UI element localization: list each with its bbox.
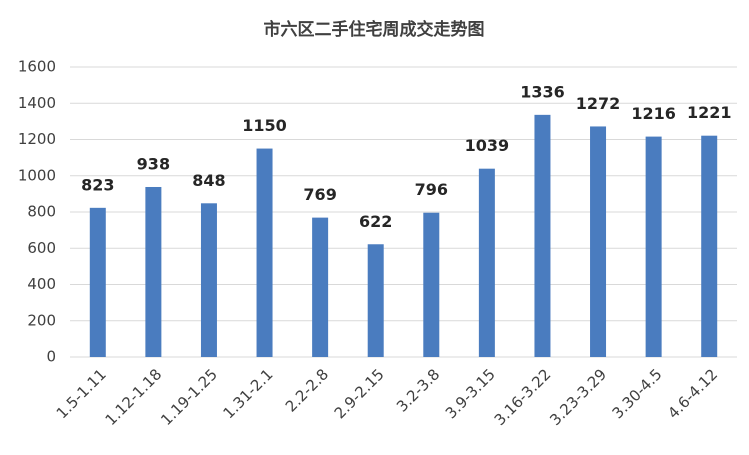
value-label: 1150	[242, 116, 287, 135]
y-tick-label: 200	[27, 311, 56, 329]
value-label: 769	[303, 185, 336, 204]
y-tick-label: 1000	[18, 166, 56, 184]
value-label: 622	[359, 212, 392, 231]
bar	[423, 212, 440, 357]
y-tick-label: 400	[27, 275, 56, 293]
y-tick-label: 1200	[18, 130, 56, 148]
bar	[478, 168, 495, 357]
y-tick-label: 600	[27, 239, 56, 257]
value-label: 823	[81, 175, 114, 194]
bar	[645, 136, 662, 357]
bar	[534, 114, 551, 357]
y-tick-label: 1400	[18, 94, 56, 112]
bar	[367, 244, 384, 357]
value-label: 1216	[631, 104, 676, 123]
bar	[89, 207, 106, 357]
chart-title: 市六区二手住宅周成交走势图	[264, 19, 485, 40]
bar	[701, 135, 718, 357]
bar	[200, 203, 217, 357]
bar	[256, 148, 273, 357]
bar	[590, 126, 607, 357]
y-tick-label: 1600	[18, 58, 56, 76]
y-tick-label: 0	[46, 348, 56, 366]
value-label: 938	[137, 154, 170, 173]
value-label: 1336	[520, 82, 565, 101]
bar	[312, 217, 329, 357]
value-label: 1272	[576, 94, 621, 113]
bar	[145, 186, 162, 357]
y-tick-label: 800	[27, 203, 56, 221]
value-label: 848	[192, 171, 225, 190]
value-label: 796	[415, 180, 448, 199]
value-label: 1039	[465, 136, 510, 155]
value-label: 1221	[687, 103, 732, 122]
